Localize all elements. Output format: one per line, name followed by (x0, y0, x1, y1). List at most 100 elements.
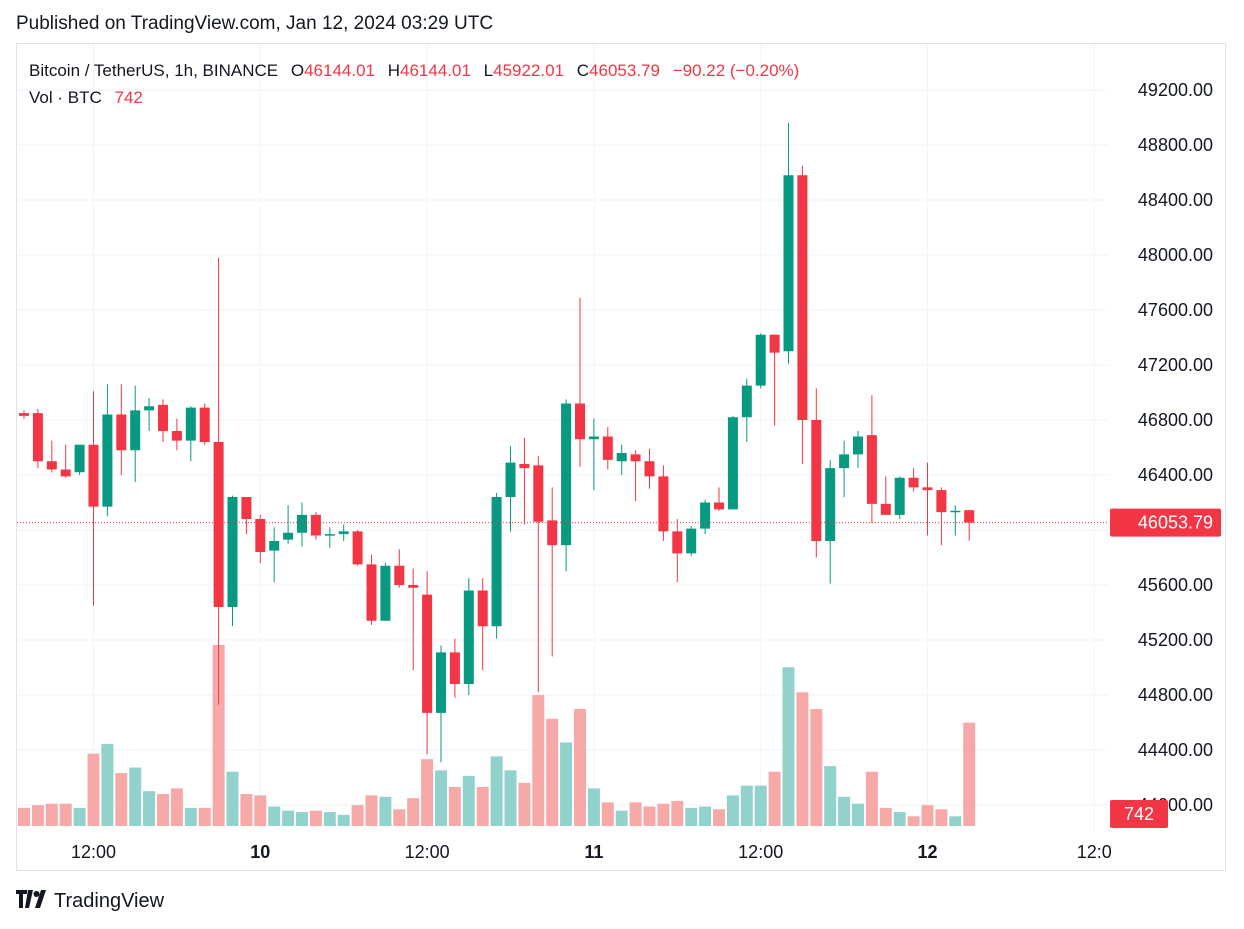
price-tick-label: 48800.00 (1138, 135, 1213, 155)
candle (227, 495, 238, 627)
candle (616, 444, 627, 475)
candle (644, 448, 655, 489)
candle-body (227, 497, 238, 607)
time-tick-label: 12 (917, 842, 937, 862)
symbol-title[interactable]: Bitcoin / TetherUS, 1h, BINANCE (29, 61, 279, 80)
volume-bar (963, 722, 976, 826)
candle (338, 524, 349, 541)
candle (297, 502, 307, 547)
candle-body (644, 461, 655, 477)
volume-bar (226, 771, 239, 826)
tradingview-logo-icon (16, 888, 46, 914)
published-note: Published on TradingView.com, Jan 12, 20… (16, 13, 494, 34)
volume-bar (323, 812, 336, 826)
volume-bar (907, 816, 920, 826)
candle-body (936, 490, 947, 513)
candle (519, 437, 530, 525)
candle-body (158, 404, 168, 431)
candle (380, 563, 391, 621)
last-volume-badge-bg (1110, 800, 1168, 828)
volume-legend-row: Vol · BTC 742 (29, 84, 799, 111)
candle (894, 476, 905, 519)
candle (436, 645, 446, 763)
candle (88, 391, 99, 606)
price-tick-label: 48000.00 (1138, 245, 1213, 265)
candle-body (338, 531, 349, 535)
candle-body (255, 519, 266, 552)
candle (19, 410, 29, 419)
price-tick-label: 47200.00 (1138, 355, 1213, 375)
candle-body (908, 477, 919, 488)
candle-body (672, 531, 683, 554)
volume-bar (129, 767, 142, 826)
candle (797, 165, 808, 464)
candle-body (310, 514, 321, 536)
candle-body (575, 403, 585, 440)
time-tick-label: 10 (250, 842, 270, 862)
volume-bar (685, 807, 698, 826)
volume-bar (671, 800, 684, 826)
volume-bar (379, 796, 392, 826)
tradingview-footer[interactable]: TradingView (16, 888, 164, 914)
volume-bar (59, 803, 72, 826)
volume-bar (587, 788, 600, 826)
candle-body (352, 531, 363, 565)
price-tick-label: 44400.00 (1138, 740, 1213, 760)
price-axis: 49200.00 48800.00 48400.00 48000.00 47600.00… (1138, 80, 1213, 815)
candle (366, 554, 377, 625)
candle-body (547, 520, 558, 546)
candle-body (769, 334, 780, 353)
candle (533, 455, 544, 693)
candle-body (74, 444, 85, 473)
candle-body (185, 407, 196, 441)
volume-bar (518, 782, 531, 826)
candle-body (102, 414, 113, 507)
candle-body (964, 510, 975, 523)
volume-bar (504, 770, 517, 826)
volume-bar (629, 802, 642, 826)
volume-bar (601, 802, 614, 826)
candle (561, 399, 572, 572)
chart-frame[interactable] (16, 43, 1226, 871)
time-tick-label: 11 (584, 842, 603, 862)
candle (130, 385, 141, 482)
volume-bar (546, 718, 559, 826)
candle-body (686, 528, 697, 554)
volume-bar (865, 771, 878, 826)
tradingview-brand: TradingView (54, 889, 165, 912)
volume-label[interactable]: Vol · BTC (29, 88, 102, 107)
candle (394, 549, 405, 588)
volume-bar (435, 770, 447, 826)
volume-bar (170, 788, 183, 826)
candle (588, 418, 599, 491)
candle (853, 431, 863, 469)
candle (32, 409, 43, 469)
last-volume-badge: 742 (1110, 800, 1168, 828)
volume-bar (337, 814, 350, 826)
candle (199, 403, 210, 445)
candle-body (32, 413, 43, 462)
price-tick-label: 45600.00 (1138, 575, 1213, 595)
candle (283, 505, 294, 544)
volume-bar (282, 810, 295, 826)
open-label: O (290, 61, 305, 80)
volume-bar (574, 709, 586, 826)
volume-bar (365, 795, 378, 826)
volume-bar (824, 766, 837, 826)
candle-body (491, 497, 502, 627)
time-tick-label: 12:00 (738, 842, 783, 862)
candle (908, 468, 919, 492)
volume-bar (87, 753, 100, 826)
candle (672, 519, 683, 583)
volume-bar (18, 807, 30, 826)
candle (727, 415, 738, 510)
time-axis: 12:00 10 12:00 11 12:00 12 12:0 (71, 842, 1112, 862)
candle-body (422, 594, 433, 713)
candle (185, 406, 196, 462)
open-value: 46144.01 (304, 61, 375, 80)
candle (755, 333, 766, 389)
candle (449, 638, 460, 698)
volume-bar (143, 791, 156, 826)
volume-value: 742 (114, 88, 143, 107)
